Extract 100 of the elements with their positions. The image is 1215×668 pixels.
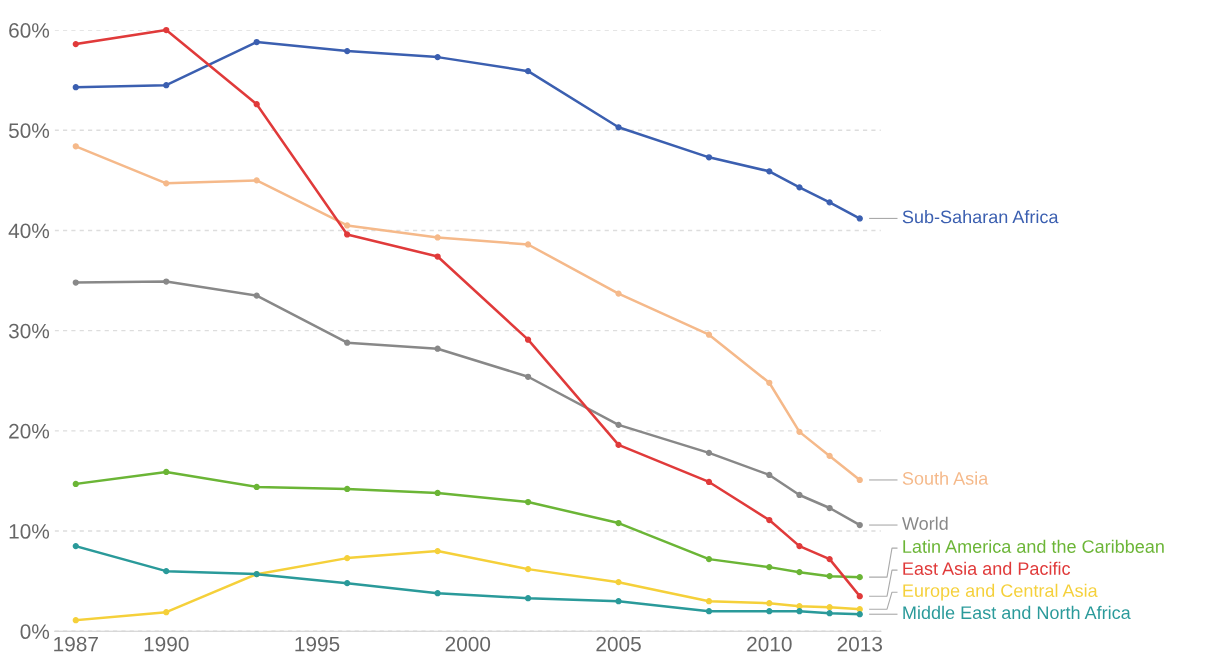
point bbox=[163, 468, 170, 476]
point bbox=[344, 339, 351, 346]
point bbox=[705, 598, 713, 605]
y-tick-label: 10% bbox=[9, 524, 50, 539]
y-tick-label: 40% bbox=[8, 223, 50, 239]
y-tick-label: 30% bbox=[8, 323, 50, 339]
point bbox=[766, 564, 773, 571]
point bbox=[344, 47, 351, 55]
point bbox=[615, 441, 622, 449]
point bbox=[524, 498, 532, 506]
point bbox=[434, 234, 441, 241]
point bbox=[253, 101, 260, 108]
point bbox=[163, 609, 170, 616]
point bbox=[856, 574, 863, 581]
text: Europe and Central Asia bbox=[903, 583, 1098, 601]
x-tick-label: 2000 bbox=[445, 636, 491, 652]
point bbox=[615, 124, 622, 131]
x-tick-label: 2005 bbox=[596, 636, 641, 652]
point bbox=[434, 345, 441, 352]
point bbox=[72, 84, 79, 91]
point bbox=[796, 608, 803, 615]
point bbox=[796, 184, 803, 191]
point bbox=[615, 421, 622, 428]
point bbox=[826, 452, 833, 460]
point bbox=[344, 554, 351, 562]
point bbox=[163, 278, 170, 285]
point bbox=[72, 542, 79, 550]
point bbox=[705, 555, 713, 563]
point bbox=[766, 168, 773, 175]
point bbox=[524, 566, 532, 573]
point bbox=[705, 449, 713, 457]
point bbox=[72, 143, 79, 150]
point bbox=[524, 336, 532, 343]
point bbox=[766, 379, 773, 386]
point bbox=[856, 215, 863, 222]
text: East Asia and Pacific bbox=[903, 561, 1071, 575]
point bbox=[705, 478, 713, 486]
point bbox=[615, 519, 622, 527]
y-tick-label: 20% bbox=[9, 423, 50, 439]
point bbox=[796, 428, 803, 435]
point bbox=[163, 82, 170, 89]
point bbox=[434, 253, 441, 260]
point bbox=[434, 590, 441, 597]
point bbox=[766, 516, 773, 524]
point bbox=[856, 521, 863, 529]
point bbox=[826, 610, 833, 617]
point bbox=[705, 154, 713, 161]
point bbox=[434, 53, 441, 61]
point bbox=[856, 606, 863, 613]
point bbox=[163, 180, 170, 187]
text: South Asia bbox=[902, 471, 989, 485]
point bbox=[615, 579, 622, 586]
point bbox=[766, 471, 773, 479]
x-tick-label: 1990 bbox=[144, 636, 189, 652]
point bbox=[615, 598, 622, 605]
y-tick-label: 50% bbox=[8, 123, 50, 139]
point bbox=[705, 331, 713, 338]
point bbox=[705, 608, 713, 615]
point bbox=[796, 569, 803, 576]
point bbox=[344, 580, 351, 587]
text: World bbox=[901, 516, 948, 530]
point bbox=[766, 608, 773, 615]
point bbox=[434, 489, 441, 497]
point bbox=[72, 617, 79, 624]
point bbox=[72, 480, 79, 488]
point bbox=[856, 593, 863, 600]
text: Middle East and North Africa bbox=[903, 605, 1131, 620]
point bbox=[524, 595, 532, 602]
point bbox=[826, 199, 833, 206]
point bbox=[163, 568, 170, 575]
x-tick-label: 1995 bbox=[295, 636, 340, 652]
point bbox=[796, 542, 803, 550]
x-tick-label: 2013 bbox=[837, 636, 883, 652]
point bbox=[524, 373, 532, 380]
y-tick-label: 0% bbox=[20, 624, 50, 640]
point bbox=[826, 555, 833, 563]
point bbox=[766, 600, 773, 607]
text: Sub-Saharan Africa bbox=[902, 210, 1059, 224]
point bbox=[344, 222, 351, 229]
point bbox=[826, 573, 833, 580]
point bbox=[524, 241, 532, 248]
point bbox=[856, 611, 863, 618]
point bbox=[524, 68, 532, 75]
point bbox=[826, 504, 833, 512]
point bbox=[796, 491, 803, 499]
point bbox=[434, 547, 441, 555]
point bbox=[615, 290, 622, 297]
point bbox=[344, 231, 351, 238]
point bbox=[826, 604, 833, 611]
y-tick-label: 60% bbox=[9, 23, 50, 38]
point bbox=[253, 177, 260, 184]
x-tick-label: 1987 bbox=[54, 636, 98, 652]
point bbox=[163, 26, 170, 34]
point bbox=[253, 292, 260, 299]
text: Latin America and the Caribbean bbox=[903, 539, 1164, 553]
point bbox=[344, 485, 351, 493]
point bbox=[253, 483, 260, 491]
point bbox=[796, 603, 803, 610]
point bbox=[856, 476, 863, 484]
x-tick-label: 2010 bbox=[747, 636, 792, 652]
